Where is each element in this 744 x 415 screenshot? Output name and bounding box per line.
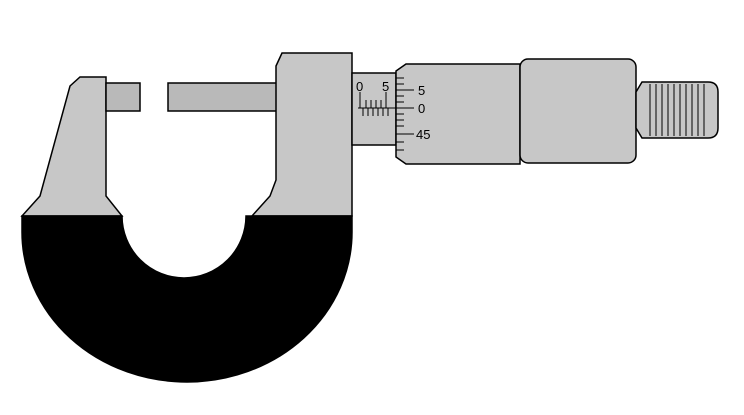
anvil-post bbox=[20, 76, 124, 217]
spindle bbox=[167, 82, 279, 112]
sleeve bbox=[351, 72, 397, 146]
thimble-label-5: 5 bbox=[418, 83, 425, 98]
ratchet-knurling bbox=[649, 84, 705, 136]
sleeve-label-0: 0 bbox=[356, 79, 363, 94]
frame-grip bbox=[21, 215, 353, 383]
sleeve-scale bbox=[358, 92, 396, 116]
thimble-label-45: 45 bbox=[416, 127, 430, 142]
thimble bbox=[395, 63, 521, 165]
frame-right bbox=[250, 52, 353, 217]
ratchet-body bbox=[519, 58, 637, 164]
thimble-scale bbox=[396, 77, 414, 151]
thimble-label-0: 0 bbox=[418, 101, 425, 116]
ratchet-knob bbox=[635, 81, 719, 139]
sleeve-label-5: 5 bbox=[382, 79, 389, 94]
anvil-face bbox=[105, 82, 141, 112]
